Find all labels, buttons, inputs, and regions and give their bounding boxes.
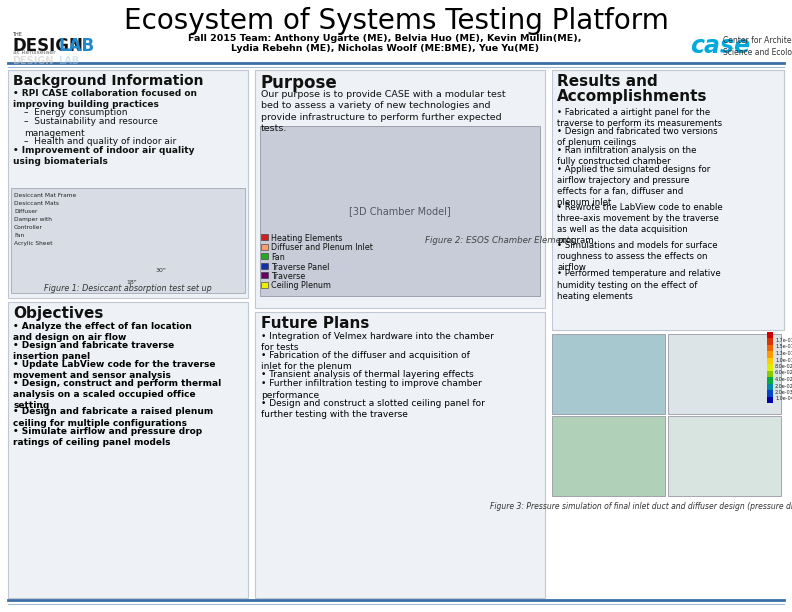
Text: –  Sustainability and resource
management: – Sustainability and resource management (24, 118, 158, 138)
Bar (552, 70, 784, 330)
Text: Results and: Results and (557, 74, 657, 89)
Text: • Design, construct and perform thermal
analysis on a scaled occupied office
set: • Design, construct and perform thermal … (13, 379, 221, 410)
Text: 18": 18" (126, 280, 137, 285)
Bar (767, 345, 773, 351)
Text: Ecosystem of Systems Testing Platform: Ecosystem of Systems Testing Platform (124, 7, 668, 35)
Text: LAB: LAB (58, 37, 94, 55)
Text: • Simulate airflow and pressure drop
ratings of ceiling panel models: • Simulate airflow and pressure drop rat… (13, 427, 202, 447)
Text: 1.3e-01: 1.3e-01 (775, 351, 792, 356)
Text: Objectives: Objectives (13, 306, 104, 321)
Bar (767, 371, 773, 377)
Text: 4.0e-02: 4.0e-02 (775, 377, 792, 382)
Text: Controller: Controller (14, 225, 43, 230)
Text: 1.5e-01: 1.5e-01 (775, 345, 792, 349)
Bar (767, 351, 773, 357)
Text: • Simulations and models for surface
roughness to assess the effects on
airflow: • Simulations and models for surface rou… (557, 241, 718, 272)
Text: Desiccant Mat Frame: Desiccant Mat Frame (14, 193, 76, 198)
Text: Accomplishments: Accomplishments (557, 89, 707, 104)
Text: • Improvement of indoor air quality
using biomaterials: • Improvement of indoor air quality usin… (13, 146, 195, 166)
Bar (552, 416, 665, 496)
Text: Fan: Fan (14, 233, 24, 238)
Text: 1.7e-01: 1.7e-01 (775, 338, 792, 343)
Bar (767, 390, 773, 397)
Bar (767, 397, 773, 403)
Text: Damper with: Damper with (14, 217, 51, 222)
Bar (767, 332, 773, 338)
Text: –  Energy consumption: – Energy consumption (24, 108, 128, 117)
Text: Figure 2: ESOS Chamber Elements: Figure 2: ESOS Chamber Elements (425, 236, 574, 245)
Text: Heating Elements: Heating Elements (271, 234, 342, 243)
Bar (767, 378, 773, 384)
Text: Diffuser and Plenum Inlet: Diffuser and Plenum Inlet (271, 244, 373, 253)
Text: • Design and fabricate traverse
insertion panel: • Design and fabricate traverse insertio… (13, 341, 174, 361)
Text: Lydia Rebehn (ME), Nicholas Woolf (ME:BME), Yue Yu(ME): Lydia Rebehn (ME), Nicholas Woolf (ME:BM… (231, 44, 539, 53)
Bar (8, 302, 248, 598)
Text: • Rewrote the LabView code to enable
three-axis movement by the traverse
as well: • Rewrote the LabView code to enable thr… (557, 203, 723, 245)
Text: Desiccant Mats: Desiccant Mats (14, 201, 59, 206)
Bar (8, 70, 248, 298)
Bar (261, 282, 268, 288)
Text: Future Plans: Future Plans (261, 316, 369, 331)
Bar (11, 188, 245, 293)
Bar (767, 384, 773, 390)
Text: Acrylic Sheet: Acrylic Sheet (14, 241, 52, 246)
Text: 2.0e-02: 2.0e-02 (775, 384, 792, 389)
Text: Traverse Panel: Traverse Panel (271, 263, 329, 272)
Text: • Analyze the effect of fan location
and design on air flow: • Analyze the effect of fan location and… (13, 322, 192, 342)
Text: –  Health and quality of indoor air: – Health and quality of indoor air (24, 136, 177, 146)
Text: DESIGN: DESIGN (12, 37, 83, 55)
Bar (261, 263, 268, 269)
Text: • RPI CASE collaboration focused on
improving building practices: • RPI CASE collaboration focused on impr… (13, 89, 197, 109)
Bar (552, 334, 665, 414)
Text: • Design and fabricated two versions
of plenum ceilings: • Design and fabricated two versions of … (557, 127, 718, 147)
Text: Figure 1: Desiccant absorption test set up: Figure 1: Desiccant absorption test set … (44, 284, 212, 293)
Text: LAB: LAB (58, 56, 79, 66)
Text: THE: THE (12, 32, 22, 37)
Text: • Design and construct a slotted ceiling panel for
further testing with the trav: • Design and construct a slotted ceiling… (261, 398, 485, 419)
Bar (260, 126, 540, 296)
Text: • Ran infiltration analysis on the
fully constructed chamber: • Ran infiltration analysis on the fully… (557, 146, 696, 166)
Text: • Update LabView code for the traverse
movement and sensor analysis: • Update LabView code for the traverse m… (13, 360, 215, 380)
Text: 8.0e-02: 8.0e-02 (775, 364, 792, 369)
Text: 6.0e-02: 6.0e-02 (775, 370, 792, 376)
Text: Figure 3: Pressure simulation of final inlet duct and diffuser design (pressure : Figure 3: Pressure simulation of final i… (490, 502, 792, 511)
Text: at Rensselaer: at Rensselaer (13, 50, 55, 55)
Text: • Transient analysis of thermal layering effects: • Transient analysis of thermal layering… (261, 370, 474, 379)
Text: • Performed temperature and relative
humidity testing on the effect of
heating e: • Performed temperature and relative hum… (557, 269, 721, 300)
Text: Diffuser: Diffuser (14, 209, 37, 214)
Bar (767, 338, 773, 345)
Text: • Fabrication of the diffuser and acquisition of
inlet for the plenum: • Fabrication of the diffuser and acquis… (261, 351, 470, 371)
Text: • Integration of Velmex hardware into the chamber
for tests: • Integration of Velmex hardware into th… (261, 332, 494, 352)
Text: Purpose: Purpose (261, 74, 337, 92)
Bar (767, 364, 773, 370)
Text: [3D Chamber Model]: [3D Chamber Model] (349, 206, 451, 216)
Bar (668, 416, 781, 496)
Bar (767, 358, 773, 364)
Bar (261, 234, 268, 240)
Text: Ceiling Plenum: Ceiling Plenum (271, 282, 331, 291)
Bar (255, 70, 545, 308)
Bar (668, 334, 781, 414)
Bar (261, 272, 268, 278)
Text: Our purpose is to provide CASE with a modular test
bed to assess a variety of ne: Our purpose is to provide CASE with a mo… (261, 90, 505, 133)
Text: • Further infiltration testing to improve chamber
performance: • Further infiltration testing to improv… (261, 379, 482, 400)
Bar (261, 244, 268, 250)
Text: DESIGN: DESIGN (12, 56, 53, 66)
Text: Center for Architecture
Science and Ecology: Center for Architecture Science and Ecol… (723, 36, 792, 57)
Text: Traverse: Traverse (271, 272, 305, 281)
Text: Background Information: Background Information (13, 74, 204, 88)
Text: Fall 2015 Team: Anthony Ugarte (ME), Belvia Huo (ME), Kevin Mullin(ME),: Fall 2015 Team: Anthony Ugarte (ME), Bel… (188, 34, 582, 43)
Text: • Fabricated a airtight panel for the
traverse to perform its measurements: • Fabricated a airtight panel for the tr… (557, 108, 722, 128)
Bar (255, 312, 545, 598)
Text: 1.0e-01: 1.0e-01 (775, 357, 792, 362)
Text: • Design and fabricate a raised plenum
ceiling for multiple configurations: • Design and fabricate a raised plenum c… (13, 408, 213, 428)
Text: case: case (690, 34, 750, 58)
Text: Fan: Fan (271, 253, 285, 262)
Text: • Applied the simulated designs for
airflow trajectory and pressure
effects for : • Applied the simulated designs for airf… (557, 165, 710, 207)
Text: 2.0e-03: 2.0e-03 (775, 390, 792, 395)
Bar (261, 253, 268, 259)
Text: 1.0e-04: 1.0e-04 (775, 397, 792, 401)
Text: 30": 30" (156, 268, 167, 273)
